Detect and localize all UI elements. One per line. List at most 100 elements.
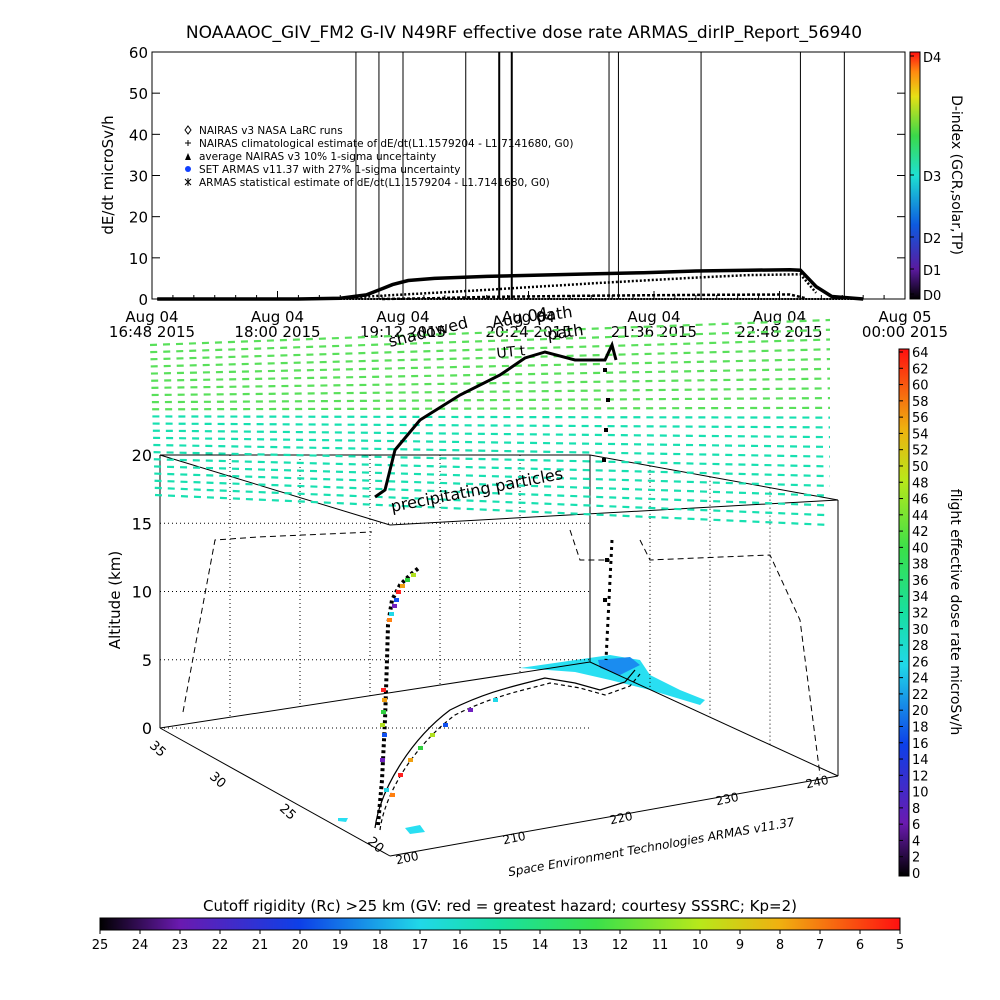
latitude-tick-label: 25	[276, 801, 298, 823]
dose-tick-label: 2	[912, 851, 920, 866]
mesh-row	[154, 465, 831, 488]
mesh-row	[154, 472, 831, 497]
dose-tick-label: 52	[912, 444, 929, 459]
flight-path-dose-marker	[493, 698, 498, 702]
flight-path-dose-marker	[390, 793, 395, 797]
cutoff-rigidity-tick-label: 23	[172, 938, 189, 953]
altitude-3d-plot: 0 5 10 15 20 Altitude (km) 20 25 30 35 200 210 22…	[106, 302, 839, 879]
flight-path-lower	[376, 565, 422, 826]
cutoff-rigidity-tick-label: 19	[332, 938, 349, 953]
top-x-tick-label-time: 16:48 2015	[109, 323, 195, 341]
cutoff-rigidity-tick-label: 7	[816, 938, 824, 953]
dose-colorbar-label: flight effective dose rate microSv/h	[947, 489, 963, 735]
flight-path-dose-marker	[604, 428, 608, 432]
altitude-tick-label: 20	[132, 446, 152, 465]
flight-path-dose-marker	[381, 688, 386, 692]
dose-tick-label: 46	[912, 493, 929, 508]
mesh-row	[150, 328, 831, 354]
cutoff-rigidity-tick-label: 21	[252, 938, 269, 953]
annotation-ut: UT t	[496, 343, 527, 362]
top-x-tick-label-date: Aug 04	[251, 308, 304, 326]
cutoff-rigidity-tick-label: 25	[92, 938, 109, 953]
cutoff-rigidity-tick-label: 18	[372, 938, 389, 953]
legend-label: NAIRAS climatological estimate of dE/dt(…	[199, 138, 573, 150]
floor-fragment-cyan	[338, 818, 348, 822]
right-top-edge	[589, 454, 839, 501]
floor-right-edge	[589, 661, 839, 777]
flight-path-dose-marker	[384, 788, 389, 792]
mesh-row	[153, 436, 831, 449]
flight-path-dose-marker	[380, 758, 385, 762]
mesh-row	[150, 357, 831, 375]
longitude-ticks: 200 210 220 230 240	[395, 773, 830, 867]
curtain-mid	[569, 529, 610, 561]
d-index-ticks: D0 D1 D2 D3 D4	[910, 51, 941, 304]
flight-path-dose-marker	[603, 598, 607, 602]
flight-path-dose-marker	[408, 758, 413, 762]
3d-x-axis-label: Space Environment Technologies ARMAS v11…	[507, 815, 796, 879]
dose-tick-label: 62	[912, 362, 929, 377]
d-index-tick-label: D3	[923, 170, 941, 185]
legend-label: ARMAS statistical estimate of dE/dt(L1.1…	[199, 177, 550, 189]
flight-path-dose-marker	[380, 723, 385, 727]
dose-tick-label: 56	[912, 411, 929, 426]
top-y-tick-label: 60	[129, 44, 148, 62]
cutoff-rigidity-tick-label: 13	[572, 938, 589, 953]
altitude-axis-label: Altitude (km)	[106, 551, 124, 649]
flight-path-vertical	[604, 539, 614, 661]
flight-path-dose-marker	[392, 604, 397, 608]
top-y-axis-ticks: 0 10 20 30 40 50 60	[129, 44, 905, 309]
dose-tick-label: 50	[912, 460, 929, 475]
cutoff-rigidity-colorbar: Cutoff rigidity (Rc) >25 km (GV: red = g…	[92, 897, 904, 953]
dose-tick-label: 8	[912, 802, 920, 817]
floor-left-axis	[159, 727, 391, 857]
legend-symbol-circle-blue	[185, 166, 191, 172]
cutoff-rigidity-tick-label: 14	[532, 938, 549, 953]
dose-tick-label: 12	[912, 769, 929, 784]
flight-path-dose-marker	[382, 733, 387, 737]
dose-tick-label: 4	[912, 834, 920, 849]
mesh-row	[154, 486, 831, 517]
dose-tick-label: 14	[912, 753, 929, 768]
mesh-row	[150, 338, 831, 361]
cutoff-rigidity-tick-label: 9	[736, 938, 744, 953]
latitude-tick-label: 20	[364, 834, 386, 856]
altitude-tick-label: 0	[142, 719, 152, 738]
longitude-tick-label: 240	[805, 773, 830, 791]
flight-path-dose-marker	[398, 773, 403, 777]
mesh-row	[152, 422, 831, 429]
dose-tick-label: 38	[912, 558, 929, 573]
mesh-row	[154, 479, 831, 507]
time-marker-lines	[355, 52, 845, 299]
legend-label: NAIRAS v3 NASA LaRC runs	[199, 125, 343, 137]
cutoff-rigidity-tick-label: 5	[896, 938, 904, 953]
cutoff-rigidity-tick-label: 10	[692, 938, 709, 953]
top-x-tick-label-date: Aug 05	[878, 308, 931, 326]
3d-box-wireframe	[159, 454, 839, 857]
longitude-tick-label: 210	[502, 829, 527, 847]
mesh-row	[149, 318, 831, 347]
ground-track-dash	[379, 673, 641, 831]
top-series-group	[157, 268, 864, 301]
cutoff-rigidity-tick-label: 22	[212, 938, 229, 953]
flight-path-dose-colors	[338, 368, 610, 834]
top-y-tick-label: 0	[138, 291, 148, 309]
flight-path-dose-marker	[394, 598, 399, 602]
mesh-row	[152, 429, 831, 439]
longitude-tick-label: 200	[395, 849, 420, 867]
mesh-row	[151, 367, 831, 382]
legend-symbol-triangle	[185, 153, 191, 160]
dose-tick-label: 34	[912, 590, 929, 605]
3d-grid-lines	[160, 454, 771, 745]
dose-tick-label: 58	[912, 395, 929, 410]
mesh-row	[152, 415, 831, 419]
ground-track-path	[374, 669, 636, 829]
mesh-row	[153, 443, 831, 458]
dose-tick-label: 36	[912, 574, 929, 589]
cutoff-rigidity-ticks: 25 24 23 22 21 20 19 18 17 16 15 14 13 12 11 10 9 8 7 6 5	[92, 930, 904, 953]
flight-path-dose-marker	[430, 733, 435, 737]
cutoff-rigidity-bar	[99, 917, 901, 931]
cutoff-rigidity-tick-label: 20	[292, 938, 309, 953]
